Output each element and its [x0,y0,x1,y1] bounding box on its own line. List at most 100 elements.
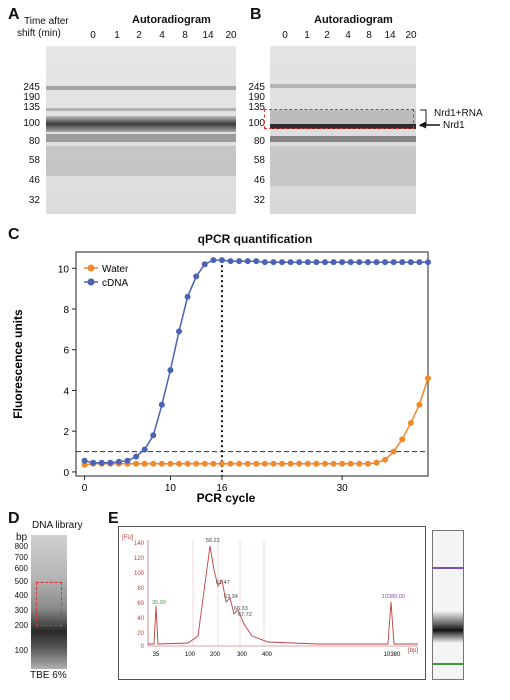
y-tick-label: 0 [63,468,69,479]
data-point-water [176,460,183,467]
plot-frame [75,251,429,477]
data-point-cdna [279,259,286,266]
data-point-water [304,460,311,467]
bp-tick: 300 [237,652,248,658]
data-point-cdna [253,258,260,265]
mw-label: 32 [253,195,265,206]
data-point-cdna [356,259,363,266]
lane-label: 20 [405,30,417,41]
bp-label: 700 [14,553,28,562]
data-point-water [218,460,225,467]
y-tick-label: 8 [63,305,69,316]
series-points [81,257,431,468]
data-point-cdna [270,259,277,266]
data-point-cdna [98,459,105,466]
fu-tick: 100 [134,571,145,577]
data-point-cdna [382,259,389,266]
data-point-water [261,460,268,467]
mw-label: 135 [23,102,40,113]
mw-label: 190 [248,92,265,103]
data-point-water [279,460,286,467]
bp-label: 100 [14,646,28,655]
gel-footer: TBE 6% [30,670,67,681]
y-tick-label: 2 [63,427,69,438]
data-point-cdna [425,259,431,266]
data-point-water [193,460,200,467]
mw-label: 46 [28,175,40,186]
bp-tick: 100 [185,652,196,658]
data-point-cdna [407,259,414,266]
autoradiogram-gel-b [270,46,416,214]
data-point-cdna [141,446,148,453]
fu-tick: 20 [137,631,144,637]
bp-label: 800 [14,542,28,551]
data-point-cdna [373,259,380,266]
lane-label: 20 [225,30,237,41]
time-label-line1: Time after [24,16,69,27]
library-smear-band [433,611,463,643]
data-point-water [253,460,260,467]
bp-label: 300 [14,606,28,615]
time-label-line2: shift (min) [17,28,61,39]
bp-ticks: 35 100 200 300 400 10380 [153,652,401,658]
data-point-water [339,460,346,467]
data-point-water [347,460,354,467]
size-selection-box [36,582,62,626]
data-point-water [390,448,397,455]
trace-frame [118,526,426,680]
data-point-water [382,456,389,463]
data-point-water [244,460,251,467]
data-point-cdna [184,293,191,300]
data-point-water [184,460,191,467]
lane-label: 2 [324,30,330,41]
bp-label: 400 [14,591,28,600]
data-point-cdna [399,259,406,266]
data-point-cdna [158,401,165,408]
data-point-water [158,460,165,467]
data-point-cdna [90,459,97,466]
fu-tick: 120 [134,556,145,562]
lane-label: 0 [90,30,96,41]
legend: Water cDNA [84,264,129,289]
data-point-water [313,460,320,467]
mw-label: 80 [28,136,40,147]
mw-label: 190 [23,92,40,103]
x-tick-label: 10 [165,483,177,494]
peak-label: 67.72 [238,612,252,618]
data-point-water [270,460,277,467]
data-point-cdna [261,259,268,266]
data-point-water [296,460,303,467]
data-point-water [407,420,414,427]
peak-label: 63.34 [224,594,238,600]
gel-smear [270,146,416,186]
data-point-water [167,460,174,467]
data-point-water [150,460,157,467]
fu-unit: [FU] [122,535,134,541]
data-point-cdna [167,367,174,374]
data-point-cdna [176,328,183,335]
lane-label: 4 [159,30,165,41]
bp-axis-unit: [bp] [408,648,418,654]
lane-label: 4 [345,30,351,41]
y-tick-label: 4 [63,386,69,397]
complex-highlight-box [264,109,414,129]
data-point-water [227,460,234,467]
gel-smear [46,146,236,176]
series-lines [84,259,429,466]
lane-label: 1 [304,30,310,41]
data-point-water [210,460,217,467]
nrd1-band [270,124,416,129]
fu-tick: 140 [134,541,145,547]
data-point-water [364,460,371,467]
peak-label: 66.33 [234,606,248,612]
label-nrd1-rna: Nrd1+RNA [434,108,483,119]
data-point-cdna [227,258,234,265]
panel-a-title: Autoradiogram [132,14,211,26]
data-point-cdna [107,459,114,466]
electropherogram-trace [148,545,418,645]
panel-b-annotations [419,109,440,129]
data-point-cdna [416,259,423,266]
data-point-cdna [193,273,200,280]
lane-label: 1 [114,30,120,41]
qpcr-chart: 0 10 16 30 0 2 4 6 8 10 Water cDNA PCR cycle Fluo… [11,251,431,505]
